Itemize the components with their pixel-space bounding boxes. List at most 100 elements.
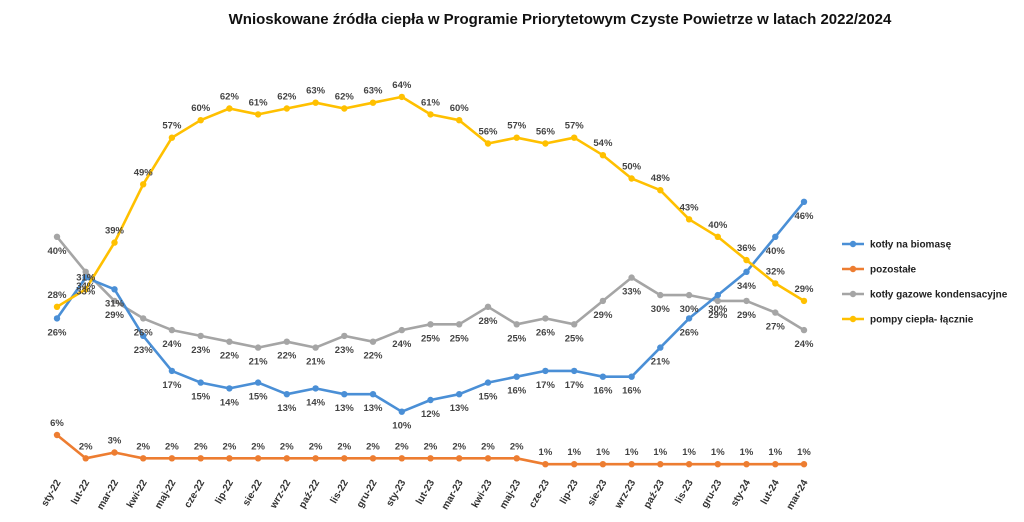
- data-label-kotly-na-biomase: 30%: [708, 304, 728, 315]
- series-layer: [53, 93, 808, 468]
- data-point-kotly-na-biomase: [369, 391, 377, 398]
- data-point-kotly-na-biomase: [800, 198, 808, 205]
- data-label-kotly-na-biomase: 13%: [277, 403, 297, 414]
- data-point-kotly-na-biomase: [456, 391, 463, 398]
- data-point-pozostale: [283, 455, 290, 462]
- data-point-kotly-gazowe-kondensacyjne: [398, 326, 405, 334]
- data-label-kotly-na-biomase: 13%: [335, 403, 355, 414]
- data-point-pompy-ciepla-lacznie: [226, 105, 233, 112]
- legend-marker-kotly-na-biomase: [849, 240, 857, 248]
- data-point-pozostale: [254, 455, 262, 462]
- data-label-pompy-ciepla-lacznie: 63%: [306, 86, 326, 97]
- data-point-pompy-ciepla-lacznie: [772, 280, 779, 287]
- data-label-kotly-na-biomase: 34%: [737, 281, 757, 292]
- data-point-kotly-na-biomase: [53, 315, 61, 322]
- data-label-pompy-ciepla-lacznie: 40%: [708, 220, 728, 231]
- data-label-pompy-ciepla-lacznie: 60%: [450, 103, 470, 114]
- data-point-kotly-gazowe-kondensacyjne: [772, 309, 779, 316]
- data-point-kotly-gazowe-kondensacyjne: [254, 344, 262, 351]
- data-label-pozostale: 2%: [424, 441, 438, 452]
- data-label-pompy-ciepla-lacznie: 43%: [680, 202, 700, 213]
- data-point-kotly-na-biomase: [427, 396, 434, 404]
- x-tick-label: gru-23: [700, 478, 725, 510]
- data-label-kotly-na-biomase: 13%: [450, 403, 470, 414]
- data-point-pozostale: [800, 461, 808, 468]
- legend-marker-pompy-ciepla-lacznie: [849, 315, 857, 323]
- data-point-pozostale: [312, 455, 319, 462]
- data-point-pompy-ciepla-lacznie: [283, 105, 290, 112]
- data-point-pompy-ciepla-lacznie: [398, 93, 405, 101]
- data-label-pozostale: 1%: [625, 447, 639, 458]
- data-label-pozostale: 1%: [653, 447, 667, 458]
- data-point-pozostale: [369, 455, 377, 462]
- legend-label-pozostale: pozostałe: [870, 265, 917, 276]
- x-tick-label: lis-23: [673, 478, 696, 506]
- data-label-kotly-na-biomase: 12%: [421, 409, 441, 420]
- data-point-pozostale: [427, 455, 434, 462]
- data-label-kotly-gazowe-kondensacyjne: 23%: [335, 345, 355, 356]
- data-point-pozostale: [714, 461, 721, 468]
- data-point-kotly-gazowe-kondensacyjne: [628, 274, 635, 281]
- data-point-pompy-ciepla-lacznie: [53, 303, 61, 310]
- x-tick-label: maj-22: [153, 478, 179, 511]
- data-point-kotly-na-biomase: [743, 268, 750, 275]
- data-label-pompy-ciepla-lacznie: 48%: [651, 173, 671, 184]
- data-label-kotly-na-biomase: 23%: [134, 345, 154, 356]
- x-tick-label: lip-23: [558, 478, 581, 506]
- x-tick-label: sty-23: [384, 478, 408, 509]
- x-tick-label: gru-22: [355, 478, 380, 510]
- data-label-pozostale: 2%: [366, 441, 380, 452]
- chart-title: Wnioskowane źródła ciepła w Programie Pr…: [229, 11, 892, 28]
- data-point-pozostale: [599, 461, 607, 468]
- data-label-kotly-gazowe-kondensacyjne: 22%: [277, 351, 297, 362]
- data-point-pompy-ciepla-lacznie: [800, 297, 808, 305]
- data-point-kotly-gazowe-kondensacyjne: [484, 303, 492, 310]
- data-label-pozostale: 1%: [539, 447, 553, 458]
- data-point-pompy-ciepla-lacznie: [743, 256, 750, 264]
- data-label-kotly-gazowe-kondensacyjne: 40%: [47, 246, 67, 257]
- data-point-pompy-ciepla-lacznie: [571, 134, 578, 141]
- data-label-kotly-na-biomase: 17%: [565, 380, 585, 391]
- data-label-pompy-ciepla-lacznie: 49%: [134, 167, 154, 178]
- data-point-pozostale: [743, 461, 750, 468]
- data-label-pompy-ciepla-lacznie: 28%: [47, 290, 67, 301]
- x-tick-label: maj-23: [498, 478, 524, 511]
- x-tick-label: lis-22: [329, 478, 352, 506]
- data-label-pompy-ciepla-lacznie: 60%: [191, 103, 211, 114]
- data-point-pompy-ciepla-lacznie: [542, 140, 549, 147]
- data-label-kotly-gazowe-kondensacyjne: 25%: [507, 333, 527, 344]
- data-point-kotly-na-biomase: [599, 373, 607, 380]
- data-point-pompy-ciepla-lacznie: [685, 216, 693, 223]
- data-point-kotly-na-biomase: [657, 344, 664, 351]
- data-point-pompy-ciepla-lacznie: [197, 117, 204, 124]
- data-label-pozostale: 2%: [337, 441, 351, 452]
- data-label-kotly-na-biomase: 17%: [536, 380, 556, 391]
- x-tick-label: sie-23: [586, 478, 610, 508]
- data-label-pompy-ciepla-lacznie: 64%: [392, 80, 412, 91]
- data-label-pozostale: 2%: [136, 441, 150, 452]
- x-tick-label: wrz-22: [268, 478, 294, 512]
- data-label-pozostale: 1%: [740, 447, 754, 458]
- x-tick-label: paź-23: [642, 478, 667, 511]
- data-point-pompy-ciepla-lacznie: [599, 152, 607, 159]
- legend-item-kotly-gazowe-kondensacyjne: kotły gazowe kondensacyjne: [842, 290, 1008, 301]
- data-point-kotly-gazowe-kondensacyjne: [82, 268, 89, 275]
- data-label-kotly-gazowe-kondensacyjne: 23%: [191, 345, 211, 356]
- data-label-kotly-gazowe-kondensacyjne: 21%: [249, 357, 269, 368]
- data-label-pozostale: 2%: [251, 441, 265, 452]
- data-label-pozostale: 2%: [452, 441, 466, 452]
- data-label-pozostale: 2%: [395, 441, 409, 452]
- data-point-kotly-gazowe-kondensacyjne: [369, 338, 377, 345]
- data-label-kotly-na-biomase: 15%: [191, 392, 211, 403]
- data-point-pozostale: [53, 431, 61, 439]
- legend-label-kotly-na-biomase: kotły na biomasę: [870, 240, 952, 251]
- data-label-pompy-ciepla-lacznie: 50%: [622, 162, 642, 173]
- data-label-pompy-ciepla-lacznie: 62%: [220, 92, 240, 103]
- data-label-kotly-na-biomase: 33%: [76, 287, 96, 298]
- data-label-kotly-na-biomase: 14%: [220, 397, 240, 408]
- data-point-pompy-ciepla-lacznie: [427, 111, 434, 118]
- data-label-pozostale: 2%: [510, 441, 524, 452]
- data-point-pompy-ciepla-lacznie: [628, 175, 635, 182]
- data-label-kotly-na-biomase: 16%: [593, 386, 613, 397]
